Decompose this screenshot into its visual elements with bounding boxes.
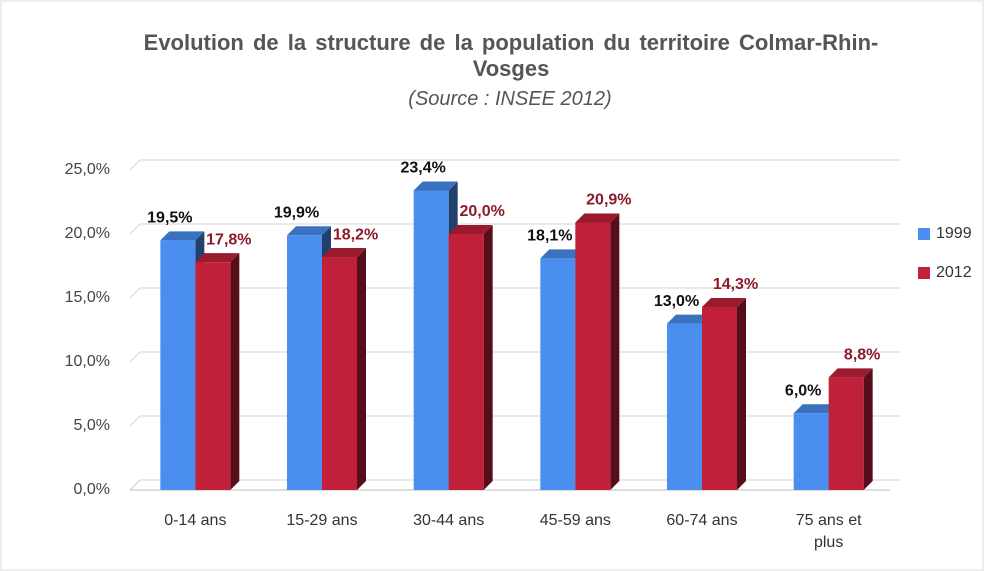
data-label: 18,1% [527, 228, 572, 245]
x-tick-label: 30-44 ans [413, 512, 485, 529]
bar-front [667, 323, 702, 490]
bar-front [793, 413, 829, 490]
x-tick-label: 15-29 ans [286, 512, 358, 529]
y-tick-label: 0,0% [74, 481, 110, 498]
grid-line [129, 223, 900, 235]
bar-front [413, 190, 449, 491]
bar-front [160, 240, 196, 490]
y-tick-label: 15,0% [65, 289, 110, 306]
chart-subtitle: (Source : INSEE 2012) [408, 88, 612, 110]
y-tick-label: 25,0% [65, 161, 110, 178]
chart-title: Evolution de la structure de la populati… [143, 30, 879, 81]
y-tick-label: 10,0% [65, 353, 110, 370]
legend-label: 2012 [936, 264, 972, 281]
bar-front [702, 306, 737, 490]
data-label: 19,5% [147, 210, 192, 227]
bar-top [828, 368, 873, 378]
bar-top [702, 297, 746, 307]
bar-top [540, 249, 585, 259]
bar [828, 368, 873, 490]
bar [448, 225, 493, 490]
bar-side [357, 248, 366, 490]
x-tick-label: 0-14 ans [164, 512, 227, 529]
bar-side [863, 368, 873, 490]
data-label: 6,0% [785, 382, 821, 399]
bar-front [195, 262, 231, 490]
bar-front [575, 222, 611, 491]
bar-front [540, 258, 576, 490]
grid-line [129, 479, 900, 491]
bar-top [195, 253, 240, 263]
x-tick-label: 75 ans et plus [795, 512, 862, 551]
grid-line [129, 351, 900, 363]
bar-front [828, 377, 864, 490]
legend-swatch [918, 267, 930, 279]
bar-top [793, 404, 838, 414]
bar-side [610, 213, 620, 491]
bar-side [737, 297, 746, 490]
bar-front [448, 234, 484, 490]
grid-line [129, 287, 900, 299]
bar-top [575, 213, 620, 223]
bar-top [413, 181, 458, 191]
bar [322, 248, 366, 490]
bar-top [287, 226, 331, 236]
data-label: 18,2% [333, 226, 378, 243]
bar [195, 253, 240, 490]
data-label: 23,4% [400, 160, 445, 177]
bar-front [322, 257, 357, 490]
bar-top [448, 225, 493, 234]
bar-front [287, 235, 322, 490]
grid-line [129, 415, 900, 427]
bar-side [483, 225, 493, 490]
data-label: 19,9% [274, 204, 319, 221]
bar-top [667, 314, 711, 324]
data-label: 13,0% [654, 293, 699, 310]
data-label: 20,9% [586, 192, 631, 209]
bar-top [160, 231, 205, 241]
legend-swatch [918, 228, 930, 240]
bar-top [322, 248, 366, 258]
data-label: 8,8% [844, 347, 880, 364]
bar-side [230, 253, 240, 490]
data-label: 14,3% [713, 276, 758, 293]
x-tick-label: 60-74 ans [666, 512, 738, 529]
bar [702, 297, 746, 490]
bar [575, 213, 620, 491]
x-tick-label: 45-59 ans [539, 512, 611, 529]
data-label: 20,0% [459, 203, 504, 220]
data-label: 17,8% [206, 231, 251, 248]
y-tick-label: 5,0% [74, 417, 110, 434]
y-tick-label: 20,0% [65, 225, 110, 242]
legend-label: 1999 [936, 225, 972, 242]
grid-line [129, 159, 900, 171]
